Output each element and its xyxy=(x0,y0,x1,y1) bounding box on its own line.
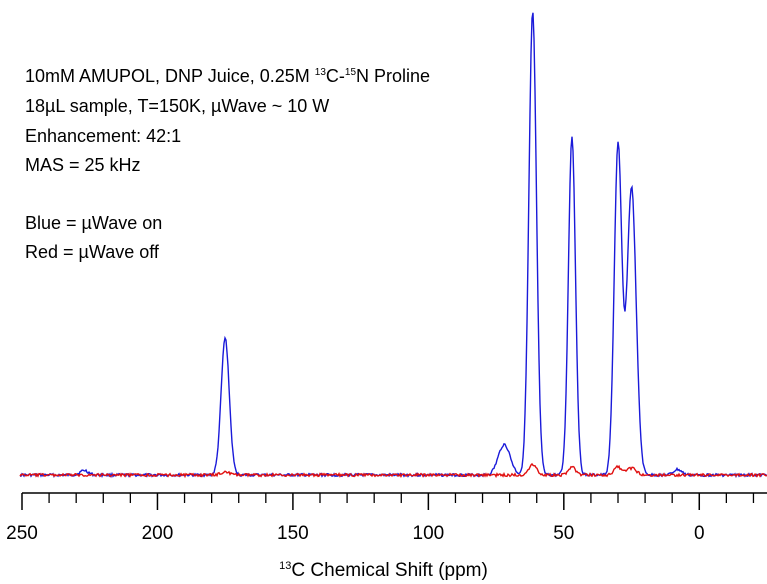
x-tick-label: 200 xyxy=(142,523,174,544)
annotation-line-5: Blue = µWave on xyxy=(25,213,163,233)
annotation-line-1: 10mM AMUPOL, DNP Juice, 0.25M 13C-15N Pr… xyxy=(25,66,431,86)
x-axis-label: 13C Chemical Shift (ppm) xyxy=(279,560,488,581)
x-axis: 250 200 150 100 50 0 xyxy=(6,492,767,544)
annotation-line-4: MAS = 25 kHz xyxy=(25,155,141,175)
annotation-line-6: Red = µWave off xyxy=(25,242,159,262)
x-tick-label: 0 xyxy=(694,523,705,544)
series-line-uwave-off xyxy=(19,462,767,479)
x-tick-label: 150 xyxy=(277,523,309,544)
x-tick-label: 50 xyxy=(553,523,574,544)
series-layer xyxy=(19,12,767,479)
annotation-line-3: Enhancement: 42:1 xyxy=(25,126,182,146)
annotation-line-2: 18µL sample, T=150K, µWave ~ 10 W xyxy=(25,96,330,116)
x-tick-label: 100 xyxy=(413,523,445,544)
x-tick-label: 250 xyxy=(6,523,38,544)
